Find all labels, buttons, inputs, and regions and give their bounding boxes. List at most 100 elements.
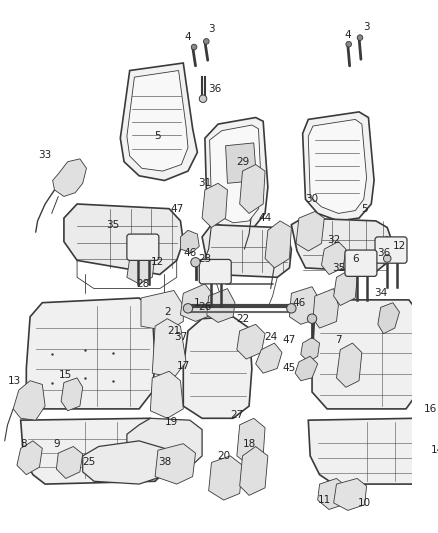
Polygon shape bbox=[207, 288, 235, 322]
Polygon shape bbox=[120, 63, 198, 181]
Polygon shape bbox=[141, 290, 183, 331]
Text: 5: 5 bbox=[361, 204, 368, 214]
Text: 5: 5 bbox=[155, 131, 161, 141]
Polygon shape bbox=[237, 418, 265, 465]
Polygon shape bbox=[64, 204, 183, 274]
Polygon shape bbox=[150, 372, 183, 418]
Polygon shape bbox=[336, 343, 362, 387]
Polygon shape bbox=[202, 225, 291, 277]
Text: 44: 44 bbox=[258, 213, 272, 223]
Text: 6: 6 bbox=[352, 254, 359, 263]
Polygon shape bbox=[265, 221, 291, 268]
Polygon shape bbox=[83, 441, 167, 484]
Circle shape bbox=[307, 314, 317, 324]
Text: 47: 47 bbox=[170, 204, 184, 214]
Circle shape bbox=[199, 95, 207, 102]
Text: 38: 38 bbox=[158, 457, 171, 467]
Polygon shape bbox=[210, 125, 261, 223]
Polygon shape bbox=[308, 418, 432, 484]
Polygon shape bbox=[127, 249, 155, 284]
Polygon shape bbox=[152, 319, 186, 378]
Text: 33: 33 bbox=[39, 150, 52, 160]
Text: 4: 4 bbox=[185, 31, 191, 42]
Polygon shape bbox=[334, 270, 357, 305]
Polygon shape bbox=[57, 447, 83, 479]
Text: 46: 46 bbox=[292, 298, 306, 308]
Text: 19: 19 bbox=[164, 417, 178, 427]
Polygon shape bbox=[180, 284, 214, 321]
Text: 13: 13 bbox=[7, 376, 21, 386]
Polygon shape bbox=[421, 411, 438, 459]
Polygon shape bbox=[240, 447, 268, 495]
Polygon shape bbox=[415, 453, 438, 495]
Circle shape bbox=[191, 257, 200, 267]
Text: 29: 29 bbox=[236, 157, 249, 167]
Polygon shape bbox=[290, 287, 320, 324]
Text: 36: 36 bbox=[377, 248, 390, 258]
Polygon shape bbox=[303, 112, 374, 221]
FancyBboxPatch shape bbox=[127, 234, 159, 261]
Text: 4: 4 bbox=[344, 30, 351, 40]
Polygon shape bbox=[183, 317, 252, 418]
Circle shape bbox=[204, 38, 209, 44]
Text: 47: 47 bbox=[283, 335, 296, 345]
Polygon shape bbox=[321, 241, 346, 274]
Text: 10: 10 bbox=[358, 498, 371, 508]
Polygon shape bbox=[295, 356, 318, 381]
Polygon shape bbox=[334, 479, 367, 511]
Text: 26: 26 bbox=[198, 302, 212, 312]
Text: 20: 20 bbox=[217, 451, 230, 461]
Circle shape bbox=[357, 35, 363, 41]
Polygon shape bbox=[318, 479, 346, 510]
Text: 15: 15 bbox=[59, 370, 72, 380]
Circle shape bbox=[346, 42, 352, 47]
Polygon shape bbox=[17, 441, 42, 475]
Text: 28: 28 bbox=[136, 279, 149, 289]
Text: 36: 36 bbox=[208, 84, 221, 94]
Polygon shape bbox=[256, 343, 282, 373]
Polygon shape bbox=[296, 212, 324, 251]
FancyBboxPatch shape bbox=[375, 237, 407, 263]
Polygon shape bbox=[226, 143, 257, 183]
Text: 8: 8 bbox=[20, 439, 27, 449]
Circle shape bbox=[191, 44, 197, 50]
Text: 34: 34 bbox=[374, 288, 387, 298]
Text: 9: 9 bbox=[53, 439, 60, 449]
Polygon shape bbox=[61, 378, 83, 411]
Polygon shape bbox=[21, 418, 167, 484]
Polygon shape bbox=[53, 159, 86, 197]
Polygon shape bbox=[308, 119, 367, 213]
Text: 35: 35 bbox=[332, 263, 345, 273]
Circle shape bbox=[287, 304, 296, 313]
Text: 2: 2 bbox=[164, 307, 171, 317]
Polygon shape bbox=[378, 303, 399, 334]
Circle shape bbox=[384, 255, 391, 262]
Polygon shape bbox=[291, 218, 393, 272]
Polygon shape bbox=[313, 288, 339, 328]
Text: 32: 32 bbox=[327, 235, 340, 245]
Text: 1: 1 bbox=[194, 298, 201, 308]
Text: 35: 35 bbox=[106, 220, 120, 230]
Polygon shape bbox=[240, 165, 265, 213]
Polygon shape bbox=[26, 298, 155, 409]
Polygon shape bbox=[205, 117, 268, 230]
Text: 17: 17 bbox=[177, 361, 190, 370]
Text: 3: 3 bbox=[363, 22, 370, 33]
Polygon shape bbox=[180, 230, 199, 253]
Text: 31: 31 bbox=[198, 179, 212, 188]
Text: 45: 45 bbox=[283, 364, 296, 374]
Text: 14: 14 bbox=[431, 445, 438, 455]
Text: 22: 22 bbox=[236, 313, 249, 324]
Text: 46: 46 bbox=[183, 248, 197, 258]
Polygon shape bbox=[202, 183, 227, 228]
Polygon shape bbox=[237, 324, 265, 359]
Polygon shape bbox=[127, 418, 202, 469]
Text: 37: 37 bbox=[174, 333, 187, 343]
Text: 18: 18 bbox=[243, 439, 256, 449]
Text: 25: 25 bbox=[83, 457, 96, 467]
Circle shape bbox=[183, 304, 193, 313]
Polygon shape bbox=[13, 381, 45, 420]
Text: 12: 12 bbox=[151, 257, 165, 267]
FancyBboxPatch shape bbox=[199, 260, 231, 284]
Text: 23: 23 bbox=[198, 254, 212, 263]
